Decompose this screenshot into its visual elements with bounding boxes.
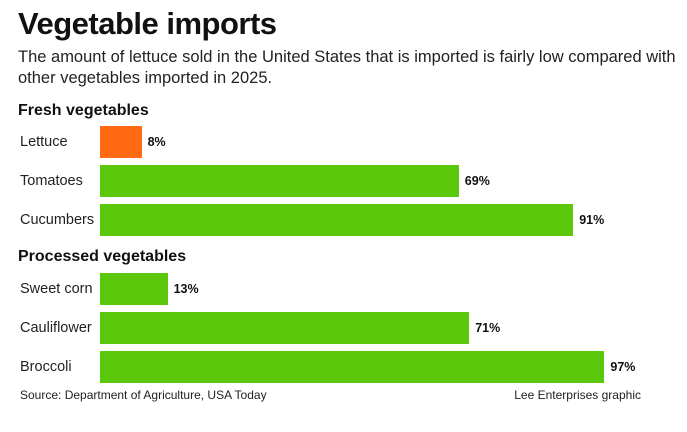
value-label-sweet-corn: 13%	[173, 282, 199, 296]
bar-lettuce	[100, 126, 142, 158]
source-note: Source: Department of Agriculture, USA T…	[20, 388, 267, 402]
value-label-broccoli: 97%	[610, 360, 636, 374]
bar-broccoli	[100, 351, 605, 383]
bar-sweet-corn	[100, 273, 168, 305]
bar-tomatoes	[100, 165, 459, 197]
bar-cauliflower	[100, 312, 470, 344]
group-title-fresh: Fresh vegetables	[18, 102, 149, 119]
chart-subtitle: The amount of lettuce sold in the United…	[18, 48, 676, 87]
category-label-tomatoes: Tomatoes	[20, 173, 83, 189]
bar-cucumbers	[100, 204, 574, 236]
category-label-lettuce: Lettuce	[20, 134, 68, 150]
value-label-cauliflower: 71%	[475, 321, 501, 335]
credit-note: Lee Enterprises graphic	[514, 388, 641, 402]
category-label-cucumbers: Cucumbers	[20, 212, 95, 228]
value-label-lettuce: 8%	[147, 135, 166, 149]
category-label-cauliflower: Cauliflower	[20, 320, 92, 336]
category-label-sweet-corn: Sweet corn	[20, 281, 93, 297]
category-label-broccoli: Broccoli	[20, 359, 72, 375]
value-label-tomatoes: 69%	[464, 174, 490, 188]
chart-title: Vegetable imports	[18, 6, 277, 41]
value-label-cucumbers: 91%	[579, 213, 605, 227]
group-title-processed: Processed vegetables	[18, 248, 187, 265]
